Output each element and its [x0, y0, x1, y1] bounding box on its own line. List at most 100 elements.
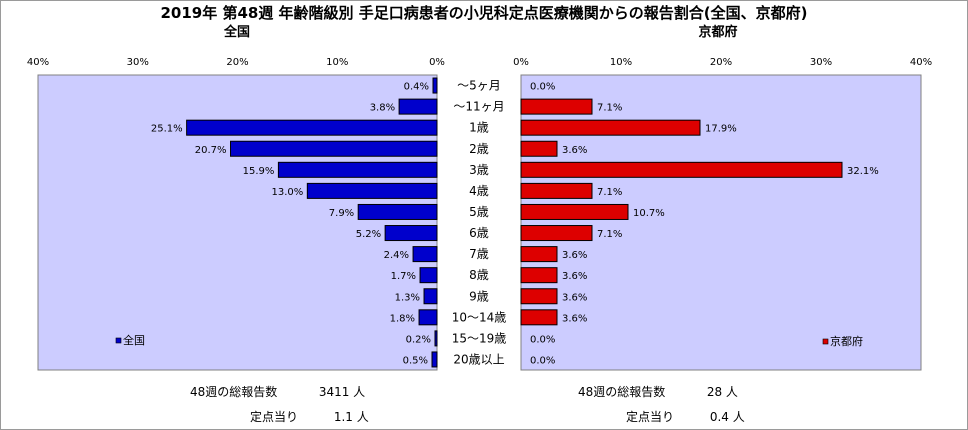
bar-kyoto [520, 140, 558, 157]
bars-national: 0.4% 3.8% 25.1% 20.7% 15.9% 13.0% 7.9%5.2%2.4%… [151, 77, 438, 368]
panel-title-kyoto: 京都府 [698, 24, 737, 40]
bar-national [419, 267, 438, 284]
data-label-national: 20.7% [195, 145, 227, 156]
data-label-national: 0.5% [403, 355, 428, 366]
data-label-national: 1.3% [395, 292, 420, 303]
bar-national [186, 119, 438, 136]
bar-national [412, 246, 438, 263]
category-labels: ～5ヶ月 ～11ヶ月 1歳 2歳 3歳 4歳 5歳 6歳 7歳 8歳 9歳 10～14歳 15～19歳 2… [452, 79, 507, 367]
category-label: ～5ヶ月 [457, 79, 501, 93]
category-label: 20歳以上 [453, 352, 504, 366]
category-label: 10～14歳 [452, 310, 507, 324]
bar-national [431, 351, 438, 368]
chart-title: 2019年 第48週 年齢階級別 手足口病患者の小児科定点医療機関からの報告割合… [160, 4, 807, 22]
bar-kyoto [520, 267, 558, 284]
kyoto-per-site-value: 0.4 人 [709, 410, 745, 424]
category-label: 1歳 [469, 121, 489, 135]
data-label-national: 7.9% [329, 208, 354, 219]
kyoto-total-label: 48週の総報告数 [578, 385, 666, 399]
plot-area-national [37, 74, 438, 371]
data-label-national: 1.8% [390, 313, 415, 324]
kyoto-per-site-row: 定点当り 0.4 人 [626, 408, 745, 425]
bar-kyoto [520, 161, 843, 178]
bar-national [306, 182, 438, 199]
legend-label-national: 全国 [123, 333, 145, 347]
data-label-national: 5.2% [356, 229, 381, 240]
data-label-kyoto: 3.6% [562, 313, 587, 324]
bar-national [384, 225, 438, 242]
national-per-site-row: 定点当り 1.1 人 [250, 408, 369, 425]
bar-national [423, 288, 438, 305]
plot-area-kyoto [520, 74, 922, 371]
data-label-national: 15.9% [243, 166, 275, 177]
bar-kyoto [520, 309, 558, 326]
data-label-national: 25.1% [151, 124, 183, 135]
bar-kyoto [520, 246, 558, 263]
data-label-national: 0.2% [406, 334, 431, 345]
data-label-national: 3.8% [370, 103, 395, 114]
tick-label: 30% [127, 57, 149, 68]
bar-kyoto [520, 203, 629, 220]
category-label: 2歳 [469, 142, 489, 156]
data-label-national: 0.4% [404, 82, 429, 93]
kyoto-total-value: 28 人 [706, 385, 738, 399]
category-label: 4歳 [469, 184, 489, 198]
data-label-kyoto: 3.6% [562, 145, 587, 156]
category-label: 7歳 [469, 247, 489, 261]
category-label: ～11ヶ月 [453, 100, 504, 114]
legend-swatch-kyoto [822, 338, 829, 345]
data-label-kyoto: 3.6% [562, 250, 587, 261]
legend-kyoto: 京都府 [822, 334, 863, 348]
national-total-label: 48週の総報告数 [190, 385, 278, 399]
tick-label: 20% [226, 57, 248, 68]
data-label-kyoto: 17.9% [705, 124, 737, 135]
data-label-kyoto: 7.1% [597, 187, 622, 198]
bar-national [434, 330, 438, 347]
legend-national: 全国 [115, 333, 145, 347]
category-label: 9歳 [469, 289, 489, 303]
legend-label-kyoto: 京都府 [830, 334, 863, 348]
bars-kyoto: 0.0% 7.1% 17.9% 3.6% 32.1% 7.1% 10.7% 7.1% 3.6% 3… [520, 82, 879, 366]
category-label: 3歳 [469, 163, 489, 177]
bar-kyoto [520, 225, 593, 242]
bar-national [230, 140, 438, 157]
tick-label: 40% [910, 57, 932, 68]
bar-kyoto [520, 98, 593, 115]
bar-national [418, 309, 438, 326]
bar-kyoto [520, 182, 593, 199]
data-label-national: 13.0% [272, 187, 304, 198]
data-label-kyoto: 0.0% [530, 334, 555, 345]
tick-label: 10% [610, 57, 632, 68]
category-label: 15～19歳 [452, 331, 507, 345]
tick-label: 0% [429, 57, 445, 68]
kyoto-total-row: 48週の総報告数 28 人 [578, 383, 738, 400]
national-total-row: 48週の総報告数 3411 人 [190, 383, 365, 400]
data-label-kyoto: 3.6% [562, 271, 587, 282]
data-label-kyoto: 10.7% [633, 208, 665, 219]
tick-label: 20% [710, 57, 732, 68]
data-label-national: 1.7% [391, 271, 416, 282]
tick-label: 30% [810, 57, 832, 68]
panel-title-national: 全国 [223, 24, 250, 40]
national-per-site-label: 定点当り [250, 410, 299, 424]
tick-label: 0% [513, 57, 529, 68]
data-label-kyoto: 32.1% [847, 166, 879, 177]
bar-national [357, 203, 438, 220]
data-label-kyoto: 7.1% [597, 103, 622, 114]
kyoto-per-site-label: 定点当り [626, 410, 675, 424]
category-label: 6歳 [469, 226, 489, 240]
tick-label: 10% [326, 57, 348, 68]
data-label-kyoto: 7.1% [597, 229, 622, 240]
bar-national [398, 98, 438, 115]
data-label-kyoto: 0.0% [530, 355, 555, 366]
x-axis-ticks-kyoto: 0% 10% 20% 30% 40% [513, 57, 932, 68]
bar-national [432, 77, 438, 94]
national-total-value: 3411 人 [318, 385, 366, 399]
bar-kyoto [520, 119, 701, 136]
bar-kyoto [520, 288, 558, 305]
data-label-kyoto: 3.6% [562, 292, 587, 303]
bar-national [277, 161, 438, 178]
category-label: 8歳 [469, 268, 489, 282]
national-per-site-value: 1.1 人 [333, 410, 369, 424]
